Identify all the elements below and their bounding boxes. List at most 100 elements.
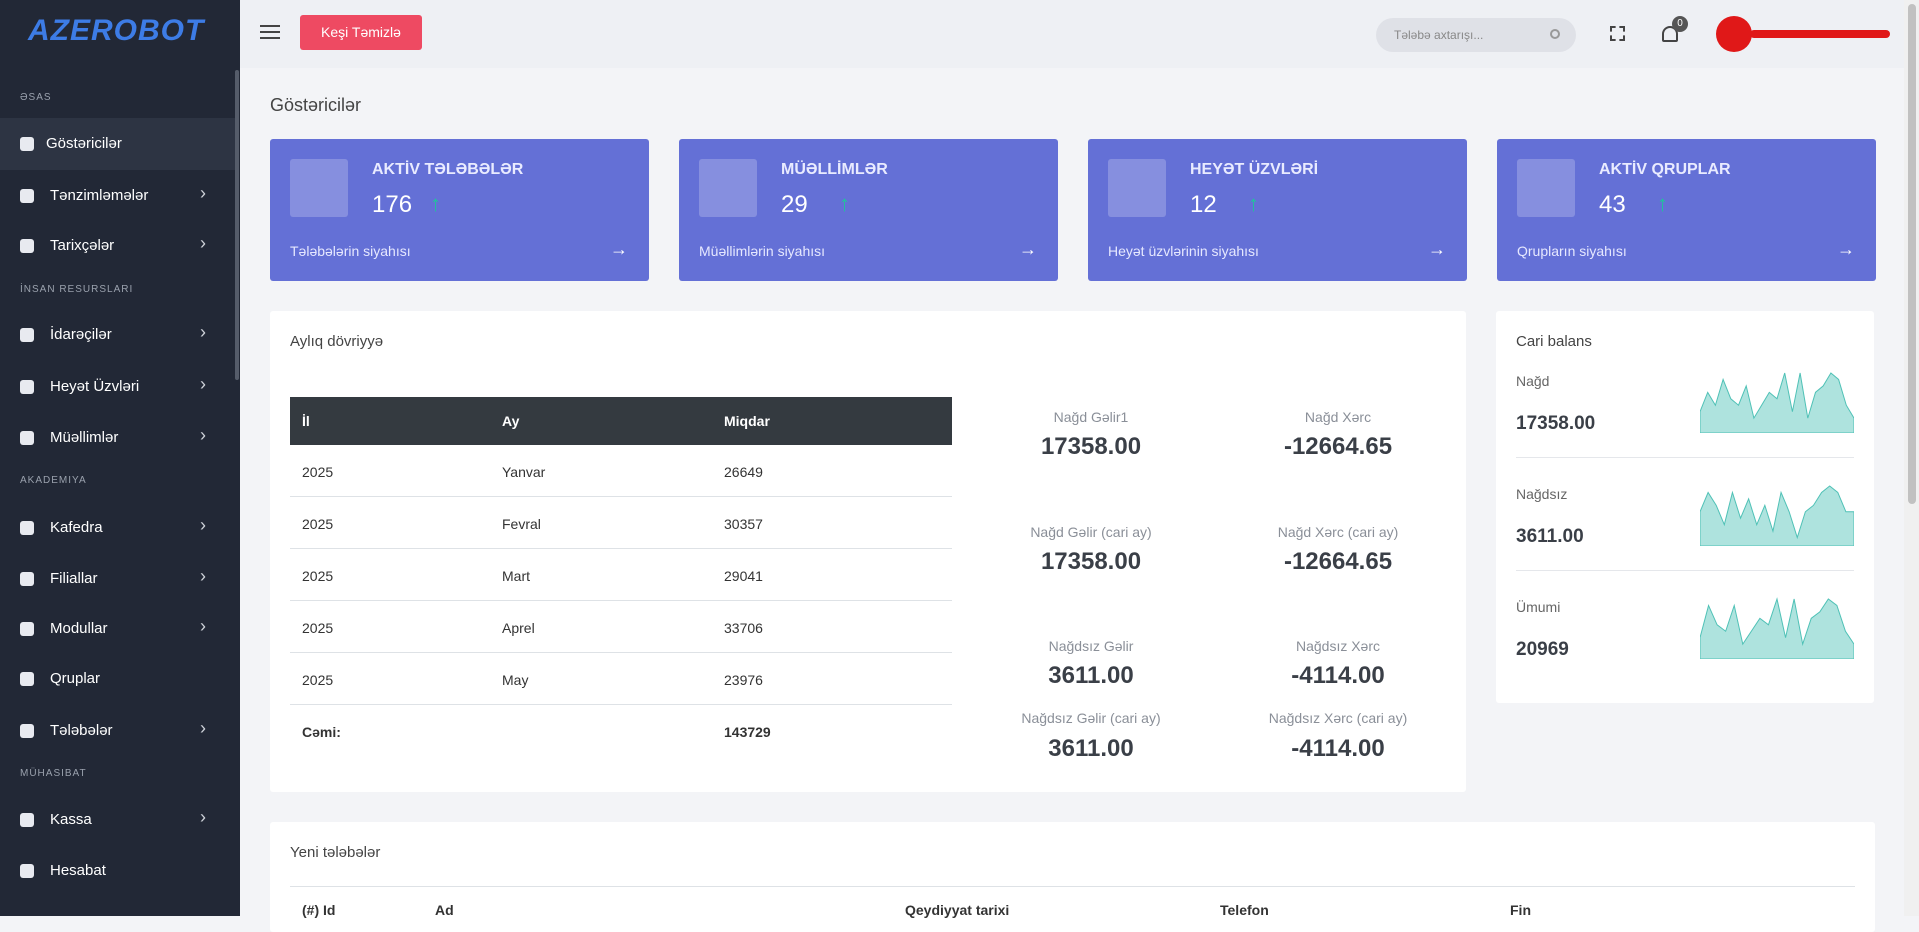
nav-icon — [20, 864, 34, 878]
card-link[interactable]: Müəllimlərin siyahısı → — [699, 239, 1039, 263]
nav-label: Tələbələr — [50, 722, 113, 739]
table-cell: 29041 — [724, 568, 763, 584]
nav-icon — [20, 572, 34, 586]
panel-title: Aylıq dövriyyə — [290, 333, 384, 350]
table-cell: 33706 — [724, 620, 763, 636]
user-avatar[interactable] — [1716, 16, 1752, 52]
balance-value: 3611.00 — [1516, 526, 1584, 547]
bell-icon — [1662, 26, 1678, 42]
nav-icon — [20, 521, 34, 535]
nav-item[interactable]: Tənzimləmələr › — [0, 170, 236, 222]
card-arrow-up: ↑ — [1248, 191, 1259, 216]
nav-label: Tarixçələr — [50, 237, 115, 254]
turnover-panel: Aylıq dövriyyə İl Ay Miqdar 2025 Yanvar 26649 2… — [270, 311, 1466, 792]
chevron: › — [200, 718, 206, 738]
divider — [1516, 570, 1854, 571]
stat-value: 17358.00 — [1040, 548, 1142, 575]
table-row-border — [290, 600, 952, 601]
divider — [1516, 457, 1854, 458]
stat-label: Nağdsız Gəlir — [1048, 638, 1134, 654]
nav-item[interactable]: Tələbələr › — [0, 705, 236, 757]
nav-item[interactable]: Tarixçələr › — [0, 220, 236, 272]
stat-card: AKTİV TƏLƏBƏLƏR 176 ↑ Tələbələrin siyahısı → — [270, 139, 649, 281]
page-scroll-thumb — [1908, 4, 1916, 504]
new-students-panel: Yeni tələbələr (#) Id Ad Qeydiyyat tarixi Te… — [270, 822, 1875, 932]
card-link-arrow: → — [1019, 239, 1037, 259]
menu-bar — [260, 37, 280, 39]
nav-label: Hesabat — [50, 862, 106, 879]
nav-item[interactable]: Müəllimlər › — [0, 412, 236, 464]
nav-item[interactable]: Qruplar — [0, 653, 236, 705]
stat-label: Nağd Xərc (cari ay) — [1277, 524, 1399, 540]
card-arrow-up: ↑ — [430, 191, 441, 216]
stat-label: Nağdsız Xərc (cari ay) — [1268, 710, 1408, 726]
nav-item[interactable]: Heyət Üzvləri › — [0, 361, 236, 413]
card-title: HEYƏT ÜZVLƏRİ — [1190, 161, 1319, 178]
page-title: Göstəricilər — [270, 95, 362, 115]
sparkline-area — [1700, 597, 1854, 659]
nav-label: Tənzimləmələr — [50, 187, 149, 204]
card-link[interactable]: Heyət üzvlərinin siyahısı → — [1108, 239, 1448, 263]
panel-title: Cari balans — [1516, 333, 1592, 350]
nav-item[interactable]: Kassa › — [0, 794, 236, 846]
balance-name: Ümumi — [1516, 599, 1561, 615]
table-cell: 2025 — [302, 568, 334, 584]
table-header-cell: Miqdar — [724, 413, 770, 429]
balance-value: 20969 — [1516, 639, 1569, 660]
clear-cache-button[interactable]: Keşi Təmizlə — [300, 15, 422, 50]
stat-value: 3611.00 — [1048, 662, 1134, 689]
card-value: 176 — [372, 191, 413, 218]
nav-label: Müəllimlər — [50, 429, 119, 446]
search-box[interactable]: Tələbə axtarışı... — [1376, 18, 1576, 52]
table-header-cell: İl — [302, 413, 310, 429]
table-cell: 2025 — [302, 516, 334, 532]
table-header-cell: Fin — [1510, 902, 1531, 918]
nav-icon — [20, 239, 34, 253]
stat-label: Nağdsız Gəlir (cari ay) — [1021, 710, 1161, 726]
nav-item[interactable]: İdarəçilər › — [0, 309, 236, 361]
card-link-text: Heyət üzvlərinin siyahısı — [1108, 243, 1259, 259]
nav-icon — [20, 380, 34, 394]
nav-item[interactable]: Kafedra › — [0, 502, 236, 554]
divider — [290, 886, 1855, 887]
sparkline — [1700, 597, 1854, 659]
card-link-text: Müəllimlərin siyahısı — [699, 243, 826, 259]
table-cell: 23976 — [724, 672, 763, 688]
menu-button[interactable] — [260, 25, 280, 41]
stat-label: Nağdsız Xərc — [1295, 638, 1381, 654]
nav-label: Kafedra — [50, 519, 103, 536]
card-link[interactable]: Qrupların siyahısı → — [1517, 239, 1857, 263]
balance-panel: Cari balans Nağd 17358.00 Nağdsız 3611.00 Ümu… — [1496, 311, 1874, 703]
card-value: 12 — [1190, 191, 1217, 218]
stat-value: -4114.00 — [1291, 662, 1385, 689]
card-icon — [699, 159, 757, 217]
chevron: › — [200, 374, 206, 394]
notification-button[interactable]: 0 — [1660, 16, 1688, 44]
fullscreen-button[interactable] — [1610, 26, 1625, 41]
nav-item[interactable]: Göstəricilər — [0, 118, 236, 170]
stat-value: -4114.00 — [1291, 735, 1385, 762]
sparkline-area — [1700, 485, 1854, 546]
chevron: › — [200, 183, 206, 203]
nav-item[interactable]: Modullar › — [0, 603, 236, 655]
table-cell: Yanvar — [502, 464, 546, 480]
stat-card: MÜƏLLİMLƏR 29 ↑ Müəllimlərin siyahısı → — [679, 139, 1058, 281]
stat-value: -12664.65 — [1283, 433, 1393, 460]
card-value: 29 — [781, 191, 808, 218]
table-header-cell: Qeydiyyat tarixi — [905, 902, 1010, 918]
section-label: Mühasibat — [20, 768, 87, 779]
table-cell: 2025 — [302, 672, 334, 688]
stat-value: 17358.00 — [1040, 433, 1142, 460]
stat-card: HEYƏT ÜZVLƏRİ 12 ↑ Heyət üzvlərinin siyahıs… — [1088, 139, 1467, 281]
nav-item[interactable]: Hesabat — [0, 845, 236, 897]
card-value: 43 — [1599, 191, 1626, 218]
sparkline-area — [1700, 372, 1854, 433]
table-cell: 26649 — [724, 464, 763, 480]
table-cell: 30357 — [724, 516, 763, 532]
sparkline — [1700, 485, 1854, 546]
balance-name: Nağdsız — [1516, 486, 1568, 502]
card-link[interactable]: Tələbələrin siyahısı → — [290, 239, 630, 263]
nav-icon — [20, 431, 34, 445]
nav-item[interactable]: Filiallar › — [0, 553, 236, 605]
